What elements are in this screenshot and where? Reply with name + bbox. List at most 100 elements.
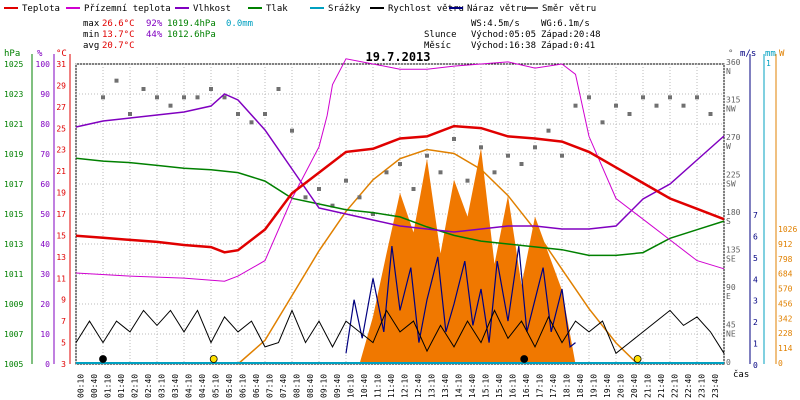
tick-w: 456 xyxy=(778,299,793,308)
wind-direction-point xyxy=(708,112,713,116)
legend-label: Srážky xyxy=(328,4,361,14)
tick-time: 06:10 xyxy=(239,374,248,398)
chart-title: 19.7.2013 xyxy=(365,50,430,64)
wind-direction-point xyxy=(587,95,591,100)
tick-mm: 1 xyxy=(766,59,771,68)
tick-hpa: 1021 xyxy=(4,120,23,129)
wind-direction-point xyxy=(276,87,281,91)
wind-direction-point xyxy=(128,112,132,116)
tick-deg: 90 xyxy=(726,283,736,292)
wind-direction-point xyxy=(573,103,578,108)
tick-time: 11:10 xyxy=(374,374,383,398)
tick-time: 13:10 xyxy=(428,374,437,398)
stats-max-press: 1019.4hPa xyxy=(167,19,216,29)
info-moon-rise: Východ:16:38 xyxy=(471,41,536,51)
tick-temp: 29 xyxy=(56,81,66,90)
wind-direction-point xyxy=(519,162,524,166)
tick-hpa: 1023 xyxy=(4,90,23,99)
tick-temp: 15 xyxy=(56,231,66,240)
tick-dir: SW xyxy=(726,180,736,189)
tick-w: 0 xyxy=(778,359,783,368)
tick-w: 228 xyxy=(778,329,793,338)
wind-direction-point xyxy=(303,195,308,200)
tick-time: 12:10 xyxy=(401,374,410,398)
info-moon-label: Měsíc xyxy=(424,41,451,51)
info-ws: WS:4.5m/s xyxy=(471,19,520,29)
tick-time: 22:40 xyxy=(684,374,693,398)
tick-temp: 23 xyxy=(56,146,66,155)
tick-w: 798 xyxy=(778,255,793,264)
tick-time: 21:10 xyxy=(644,374,653,398)
tick-time: 01:40 xyxy=(117,374,126,398)
unit-labels: hPa % °C ° m/s mm W čas xyxy=(4,49,785,380)
tick-ms: 4 xyxy=(753,275,758,284)
tick-time: 23:10 xyxy=(698,374,707,398)
moonset-marker xyxy=(99,355,107,363)
tick-time: 15:10 xyxy=(482,374,491,398)
tick-time: 04:10 xyxy=(185,374,194,398)
tick-ms: 2 xyxy=(753,318,758,327)
tick-time: 05:10 xyxy=(212,374,221,398)
tick-hpa: 1013 xyxy=(4,240,23,249)
solar-measured-area xyxy=(359,148,576,364)
tick-time: 18:40 xyxy=(576,374,585,398)
stats-avg-label: avg xyxy=(83,41,99,51)
legend-label: Tlak xyxy=(266,4,288,14)
stats-avg-temp: 20.7°C xyxy=(102,41,135,51)
legend-label: Rychlost větru xyxy=(388,4,464,14)
tick-w: 684 xyxy=(778,270,793,279)
wind-direction-point xyxy=(425,153,429,158)
tick-time: 15:40 xyxy=(495,374,504,398)
tick-hpa: 1005 xyxy=(4,360,23,369)
tick-pct: 10 xyxy=(40,330,50,339)
wind-direction-point xyxy=(465,178,470,183)
info-sun-label: Slunce xyxy=(424,30,457,40)
wind-direction-point xyxy=(384,170,389,175)
legend-label: Náraz větru xyxy=(467,4,527,14)
unit-cas: čas xyxy=(733,369,749,380)
unit-hpa: hPa xyxy=(4,49,20,59)
stats-max-label: max xyxy=(83,19,100,29)
wind-direction-point xyxy=(438,170,443,175)
wind-direction-point xyxy=(533,145,537,150)
tick-temp: 5 xyxy=(61,339,66,348)
tick-temp: 13 xyxy=(56,253,66,262)
wind-direction-point xyxy=(627,112,632,116)
wind-direction-point xyxy=(600,120,605,125)
tick-time: 03:10 xyxy=(158,374,167,398)
tick-pct: 50 xyxy=(40,210,50,219)
tick-dir: SE xyxy=(726,255,736,264)
moonrise-marker xyxy=(520,355,529,363)
tick-pct: 0 xyxy=(45,360,50,369)
tick-time: 09:40 xyxy=(333,374,342,398)
tick-temp: 21 xyxy=(56,167,66,176)
wind-direction-point xyxy=(155,95,159,100)
temperature-line xyxy=(75,124,725,254)
legend-label: Směr větru xyxy=(542,4,596,14)
tick-dir: S xyxy=(726,217,731,226)
sunset-marker xyxy=(633,355,642,363)
tick-time: 06:40 xyxy=(252,374,261,398)
tick-temp: 25 xyxy=(56,124,66,133)
legend: Teplota Přízemní teplota Vlhkost Tlak Srážky… xyxy=(4,4,596,14)
wind-direction-point xyxy=(249,120,254,125)
pressure-line xyxy=(75,157,725,257)
tick-dir: N xyxy=(726,67,731,76)
tick-w: 570 xyxy=(778,285,793,294)
wind-direction-point xyxy=(492,170,497,175)
tick-temp: 7 xyxy=(61,317,66,326)
wind-direction-point xyxy=(209,87,213,91)
tick-time: 20:40 xyxy=(630,374,639,398)
tick-time: 02:40 xyxy=(144,374,153,398)
series xyxy=(75,58,725,365)
tick-temp: 31 xyxy=(56,60,66,69)
tick-deg: 0 xyxy=(726,358,731,367)
tick-deg: 135 xyxy=(726,246,741,255)
tick-time: 17:10 xyxy=(536,374,545,398)
wind-direction-point xyxy=(641,95,645,100)
tick-ms: 7 xyxy=(753,211,758,220)
tick-time: 16:40 xyxy=(522,374,531,398)
wind-direction-point xyxy=(222,95,227,100)
stats-block: max 26.6°C 92% 1019.4hPa 0.0mm min 13.7°… xyxy=(83,19,253,51)
